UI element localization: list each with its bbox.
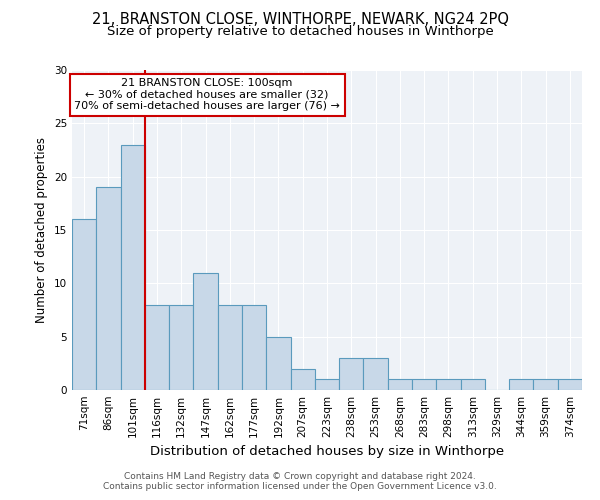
Bar bbox=[290, 368, 315, 390]
Bar bbox=[339, 358, 364, 390]
Text: Size of property relative to detached houses in Winthorpe: Size of property relative to detached ho… bbox=[107, 25, 493, 38]
Bar bbox=[218, 304, 242, 390]
Bar bbox=[169, 304, 193, 390]
Bar bbox=[193, 272, 218, 390]
Bar bbox=[412, 380, 436, 390]
Bar bbox=[315, 380, 339, 390]
Text: 21, BRANSTON CLOSE, WINTHORPE, NEWARK, NG24 2PQ: 21, BRANSTON CLOSE, WINTHORPE, NEWARK, N… bbox=[91, 12, 509, 28]
Bar bbox=[461, 380, 485, 390]
Y-axis label: Number of detached properties: Number of detached properties bbox=[35, 137, 49, 323]
Text: Contains public sector information licensed under the Open Government Licence v3: Contains public sector information licen… bbox=[103, 482, 497, 491]
Bar bbox=[558, 380, 582, 390]
Bar bbox=[436, 380, 461, 390]
Bar bbox=[145, 304, 169, 390]
Bar bbox=[509, 380, 533, 390]
Bar bbox=[533, 380, 558, 390]
Bar bbox=[388, 380, 412, 390]
Text: 21 BRANSTON CLOSE: 100sqm
← 30% of detached houses are smaller (32)
70% of semi-: 21 BRANSTON CLOSE: 100sqm ← 30% of detac… bbox=[74, 78, 340, 111]
Bar bbox=[121, 144, 145, 390]
Bar bbox=[364, 358, 388, 390]
Bar bbox=[96, 188, 121, 390]
Bar bbox=[266, 336, 290, 390]
Bar bbox=[242, 304, 266, 390]
Text: Contains HM Land Registry data © Crown copyright and database right 2024.: Contains HM Land Registry data © Crown c… bbox=[124, 472, 476, 481]
Bar bbox=[72, 220, 96, 390]
X-axis label: Distribution of detached houses by size in Winthorpe: Distribution of detached houses by size … bbox=[150, 446, 504, 458]
